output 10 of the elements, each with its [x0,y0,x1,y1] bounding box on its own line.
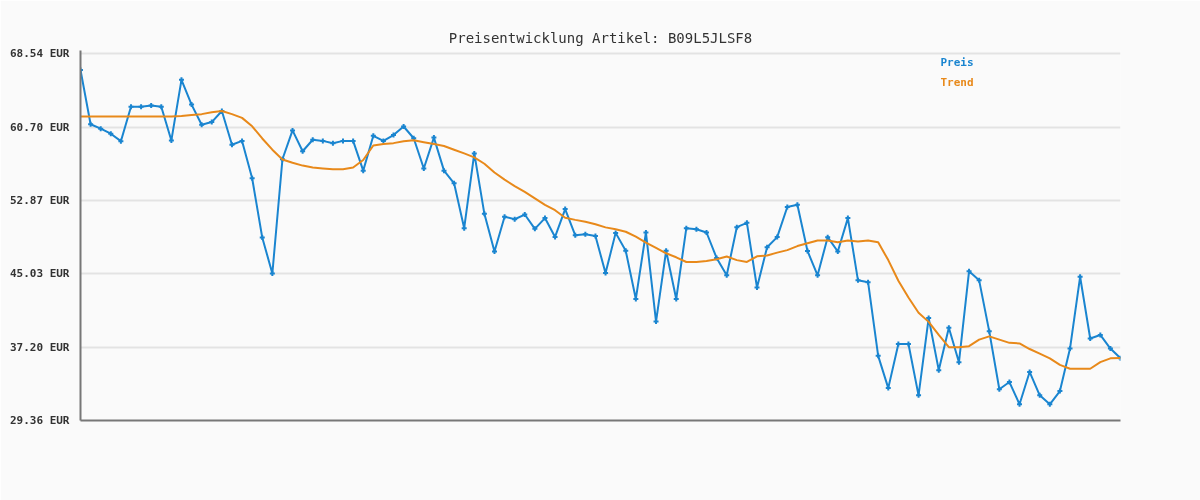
chart-title: Preisentwicklung Artikel: B09L5JLSF8 [448,29,753,46]
y-tick-label: 37.20 EUR [9,340,70,354]
line-series [80,110,1121,370]
y-tick-label: 29.36 EUR [9,414,70,427]
text: Preis [940,55,974,69]
y-tick-label: 60.70 EUR [9,120,70,134]
y-tick-label: 68.54 EUR [9,47,70,61]
y-tick-label: 45.03 EUR [9,267,70,281]
text: Trend [940,75,974,89]
y-tick-label: 52.87 EUR [9,194,70,207]
